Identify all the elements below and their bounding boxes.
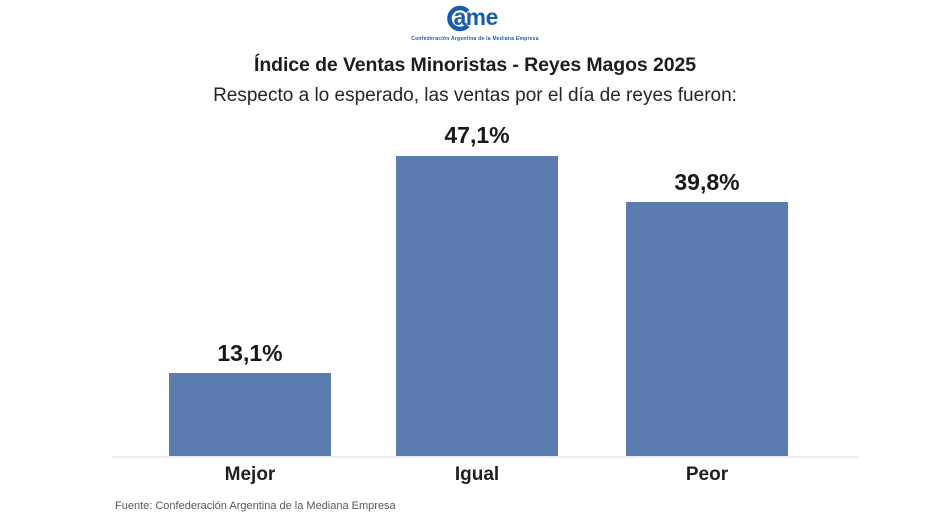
category-label-mejor: Mejor xyxy=(224,464,276,485)
bar-group-mejor: 13,1% xyxy=(169,339,331,457)
chart-title: Índice de Ventas Minoristas - Reyes Mago… xyxy=(254,54,696,76)
bar-chart: 13,1% 47,1% 39,8% Mejor Igual Peor xyxy=(110,120,860,485)
value-label-peor: 39,8% xyxy=(674,169,740,196)
category-label-peor: Peor xyxy=(685,464,729,485)
bar-mejor xyxy=(169,373,331,457)
bar-igual xyxy=(396,155,558,457)
came-logo-icon: ame xyxy=(447,4,498,32)
logo-c-ring-icon xyxy=(447,5,470,32)
source-note: Fuente: Confederación Argentina de la Me… xyxy=(115,500,396,512)
bar-group-peor: 39,8% xyxy=(626,169,788,457)
category-label-igual: Igual xyxy=(454,464,500,485)
value-label-mejor: 13,1% xyxy=(217,339,283,366)
bar-peor xyxy=(626,202,788,457)
header: ame Confederación Argentina de la Median… xyxy=(0,0,950,107)
bar-group-igual: 47,1% xyxy=(396,123,558,457)
value-label-igual: 47,1% xyxy=(444,122,510,149)
logo-tagline: Confederación Argentina de la Mediana Em… xyxy=(411,36,539,42)
chart-subtitle: Respecto a lo esperado, las ventas por e… xyxy=(213,85,737,106)
x-axis-line xyxy=(112,456,858,458)
